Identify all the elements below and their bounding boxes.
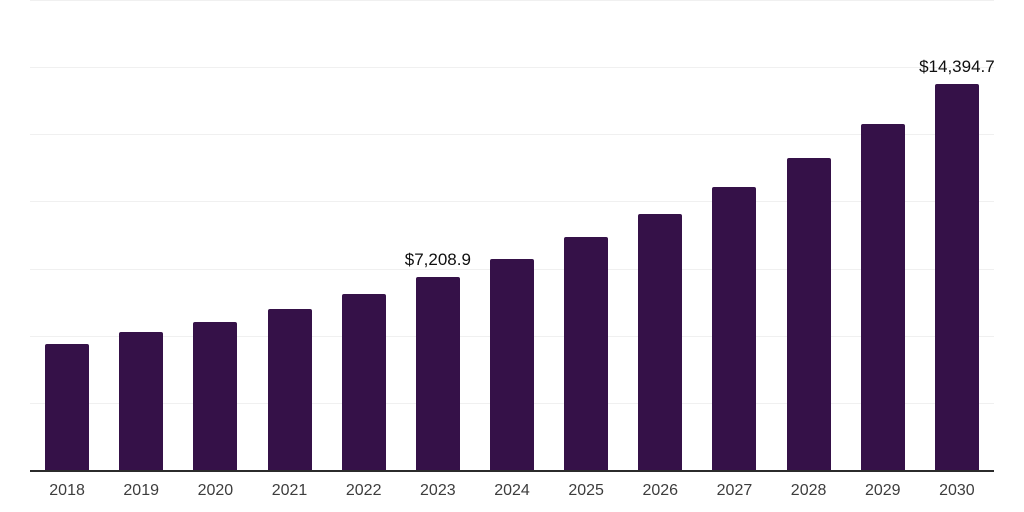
x-tick-label-2024: 2024: [494, 482, 530, 499]
x-tick-label-2025: 2025: [568, 482, 604, 499]
x-tick-label-2018: 2018: [49, 482, 85, 499]
x-axis-line: [30, 470, 994, 472]
bar-2029[interactable]: [860, 123, 905, 471]
x-tick-label-2027: 2027: [716, 482, 753, 499]
x-tick-label-2023: 2023: [420, 482, 456, 499]
bar-2022[interactable]: [341, 294, 386, 471]
bar-2027[interactable]: [712, 187, 757, 471]
data-label-2030: $14,394.7: [919, 57, 995, 77]
bar-2023[interactable]: [415, 277, 460, 471]
bar-2026[interactable]: [638, 214, 683, 471]
bar-2018[interactable]: [45, 344, 90, 471]
bar-2024[interactable]: [490, 258, 534, 471]
bar-2019[interactable]: [119, 332, 164, 471]
x-tick-label-2028: 2028: [790, 482, 827, 499]
x-tick-label-2019: 2019: [123, 482, 159, 499]
data-label-2023: $7,208.9: [404, 250, 471, 270]
x-tick-label-2029: 2029: [864, 482, 901, 499]
gridline: [30, 134, 994, 136]
x-tick-label-2026: 2026: [642, 482, 679, 499]
x-tick-label-2020: 2020: [197, 482, 234, 499]
bar-2025[interactable]: [564, 236, 609, 471]
bar-2028[interactable]: [786, 157, 831, 471]
bar-2030[interactable]: [934, 84, 979, 471]
bar-2021[interactable]: [267, 308, 312, 471]
gridline: [30, 0, 994, 1]
x-tick-label-2030: 2030: [939, 482, 975, 499]
gridline: [30, 67, 994, 69]
plot-area: $7,208.9 $14,394.7: [30, 0, 995, 472]
x-axis-tick-labels: 2018 2019 2020 2021 2022 2023 2024 2025 2026 2027…: [30, 482, 994, 508]
bar-2020[interactable]: [193, 321, 238, 471]
x-tick-label-2022: 2022: [345, 482, 382, 499]
x-tick-label-2021: 2021: [271, 482, 308, 499]
gridline: [30, 201, 994, 203]
